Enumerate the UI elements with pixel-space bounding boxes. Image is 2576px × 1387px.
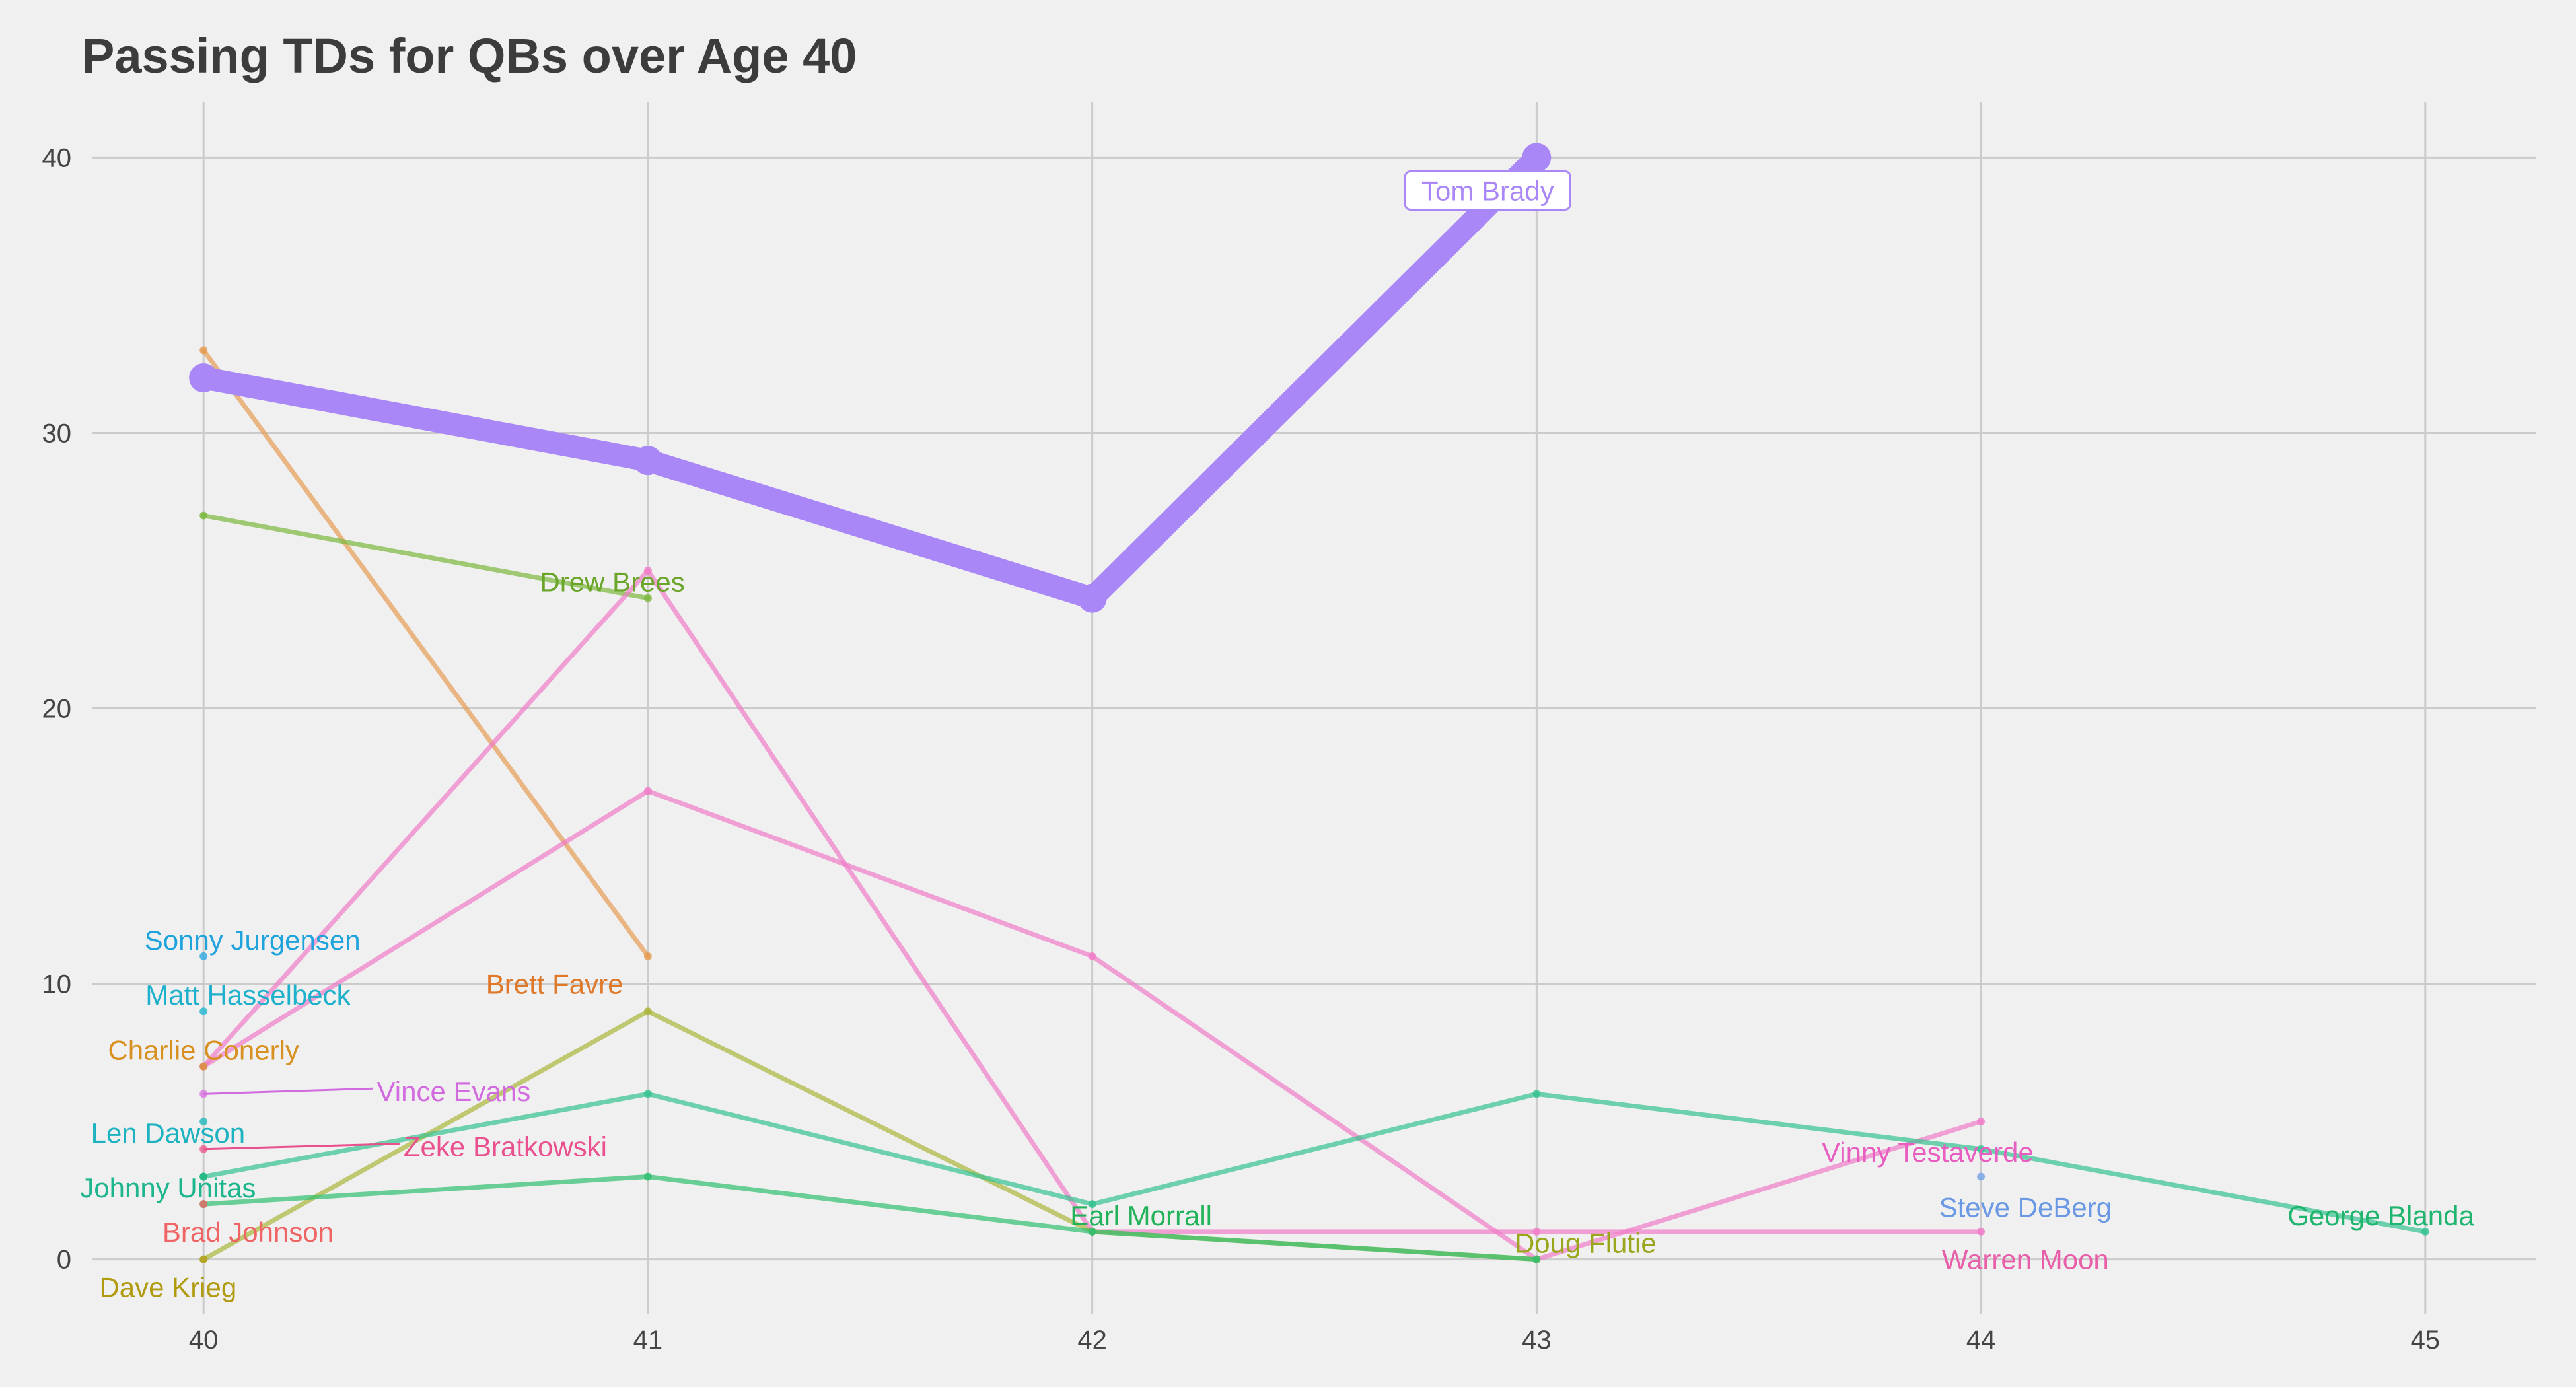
y-tick-label: 40 bbox=[42, 143, 72, 172]
series-label-steve-deberg: Steve DeBerg bbox=[1939, 1191, 2112, 1223]
series-label-brad-johnson: Brad Johnson bbox=[162, 1217, 334, 1248]
data-point bbox=[1977, 1118, 1986, 1126]
y-tick-label: 30 bbox=[42, 419, 72, 448]
data-point bbox=[199, 1007, 208, 1016]
data-point bbox=[199, 1062, 208, 1071]
series-tom-brady bbox=[189, 143, 1552, 613]
chart-title: Passing TDs for QBs over Age 40 bbox=[82, 28, 857, 83]
data-point bbox=[189, 363, 219, 393]
series-sonny-jurgensen bbox=[199, 952, 208, 960]
series-label-len-dawson: Len Dawson bbox=[91, 1118, 245, 1149]
series-label-sonny-jurgensen: Sonny Jurgensen bbox=[145, 925, 361, 956]
label-box bbox=[1404, 170, 1571, 211]
data-point bbox=[199, 1255, 208, 1263]
series-label-tom-brady: Tom Brady bbox=[1421, 175, 1554, 206]
series-label-charlie-conerly: Charlie Conerly bbox=[108, 1035, 299, 1066]
series-label-johnny-unitas: Johnny Unitas bbox=[80, 1172, 256, 1203]
data-point bbox=[199, 346, 208, 355]
data-point bbox=[643, 1172, 652, 1181]
series-label-matt-hasselbeck: Matt Hasselbeck bbox=[145, 979, 351, 1011]
series-line bbox=[201, 1174, 1539, 1262]
series-brad-johnson bbox=[199, 1200, 208, 1209]
series-johnny-unitas bbox=[199, 1172, 208, 1181]
y-tick-label: 20 bbox=[42, 695, 72, 724]
data-point bbox=[1977, 1172, 1986, 1181]
series-line bbox=[192, 146, 1548, 610]
data-point bbox=[643, 594, 652, 602]
y-tick-label: 0 bbox=[57, 1246, 71, 1275]
series-label-warren-moon: Warren Moon bbox=[1942, 1244, 2109, 1275]
data-point bbox=[199, 1200, 208, 1209]
label-leader-line bbox=[203, 1087, 373, 1095]
series-charlie-conerly bbox=[199, 1062, 208, 1071]
x-tick-label: 45 bbox=[2411, 1326, 2441, 1355]
series-dave-krieg bbox=[199, 1255, 208, 1263]
data-point bbox=[1088, 1227, 1096, 1236]
label-leader-line bbox=[203, 1143, 400, 1151]
data-point bbox=[1532, 1227, 1541, 1236]
series-label-brett-favre: Brett Favre bbox=[486, 969, 624, 1000]
series-line bbox=[201, 1091, 2428, 1234]
series-earl-morrall bbox=[199, 1172, 1541, 1263]
y-tick-label: 10 bbox=[42, 970, 72, 999]
data-point bbox=[1522, 143, 1552, 172]
series-label-george-blanda: George Blanda bbox=[2287, 1200, 2474, 1231]
data-point bbox=[199, 952, 208, 960]
series-label-dave-krieg: Dave Krieg bbox=[99, 1271, 236, 1302]
data-point bbox=[1088, 1200, 1096, 1209]
data-point bbox=[199, 1118, 208, 1126]
series-len-dawson bbox=[199, 1118, 208, 1126]
x-tick-label: 41 bbox=[633, 1326, 663, 1355]
data-point bbox=[199, 511, 208, 520]
data-point bbox=[1088, 952, 1096, 960]
data-point bbox=[643, 787, 652, 795]
series-label-zeke-bratkowski: Zeke Bratkowski bbox=[404, 1131, 607, 1162]
data-point bbox=[643, 566, 652, 575]
x-tick-label: 44 bbox=[1966, 1326, 1996, 1355]
data-point bbox=[2421, 1227, 2429, 1236]
data-point bbox=[199, 1172, 208, 1181]
data-point bbox=[643, 1090, 652, 1098]
data-point bbox=[1532, 1255, 1541, 1263]
series-doug-flutie bbox=[199, 1007, 1541, 1263]
series-brett-favre bbox=[199, 346, 652, 960]
data-point bbox=[633, 446, 662, 476]
series-label-vince-evans: Vince Evans bbox=[377, 1076, 531, 1107]
series-label-drew-brees: Drew Brees bbox=[540, 567, 684, 598]
data-point bbox=[1532, 1090, 1541, 1098]
x-tick-label: 40 bbox=[189, 1326, 219, 1355]
data-point bbox=[643, 952, 652, 960]
series-label-vinny-testaverde: Vinny Testaverde bbox=[1822, 1137, 2034, 1168]
series-drew-brees bbox=[199, 511, 652, 602]
series-label-earl-morrall: Earl Morrall bbox=[1070, 1200, 1212, 1231]
data-point bbox=[1077, 583, 1107, 613]
series-label-doug-flutie: Doug Flutie bbox=[1515, 1228, 1657, 1259]
series-steve-deberg bbox=[1977, 1172, 1986, 1181]
series-george-blanda bbox=[199, 1090, 2429, 1236]
x-tick-label: 42 bbox=[1077, 1326, 1107, 1355]
data-point bbox=[1977, 1145, 1986, 1153]
series-line bbox=[201, 347, 651, 959]
data-point bbox=[643, 1007, 652, 1016]
series-matt-hasselbeck bbox=[199, 1007, 208, 1016]
series-line bbox=[201, 513, 651, 601]
data-point bbox=[1977, 1227, 1986, 1236]
x-tick-label: 43 bbox=[1522, 1326, 1552, 1355]
